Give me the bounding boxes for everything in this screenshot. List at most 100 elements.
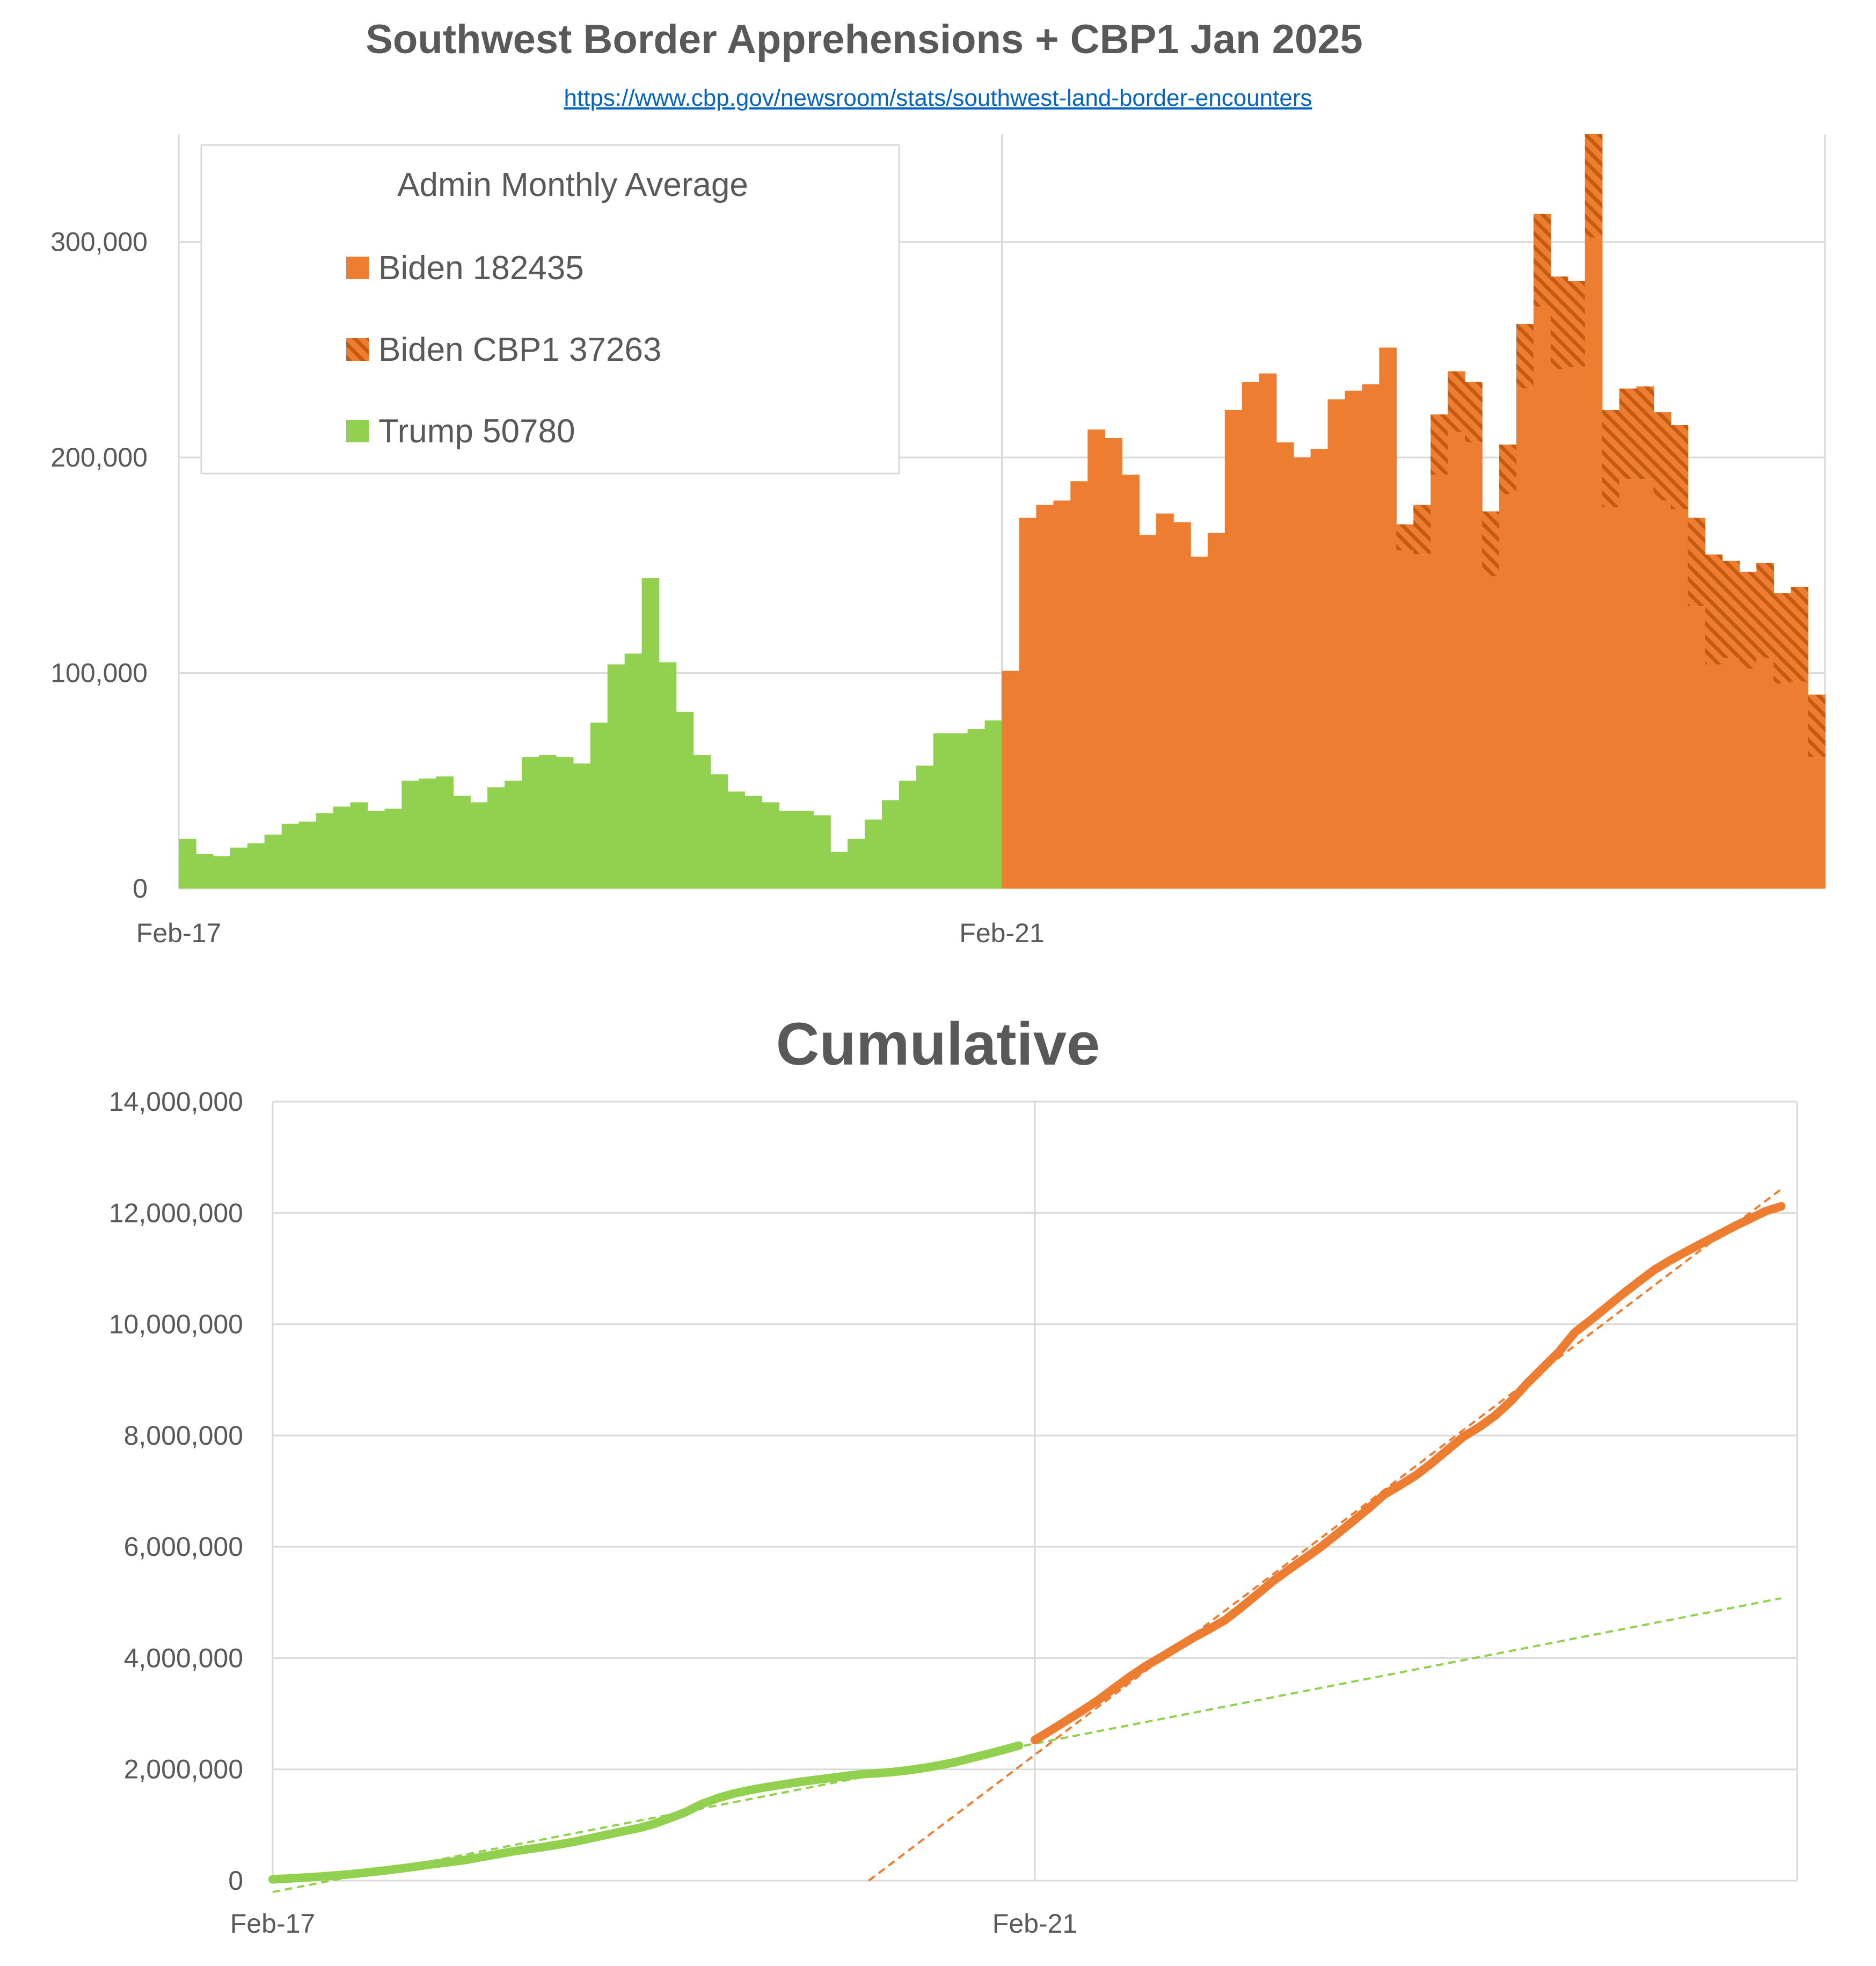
trump-bar (984, 720, 1003, 889)
trump-bar (813, 815, 831, 889)
trump-bar (693, 755, 711, 889)
x-tick-label: Feb-21 (959, 918, 1044, 948)
biden-bar (1499, 494, 1517, 889)
legend-entry: Trump 50780 (378, 413, 575, 450)
biden-cbp1-bar (1653, 412, 1671, 501)
biden-cbp1-bar (1636, 386, 1654, 479)
biden-bar (1224, 410, 1243, 889)
biden-bar (1053, 500, 1071, 889)
trump-cumulative-line (268, 1741, 1024, 1884)
biden-bar (1019, 518, 1037, 889)
source-link[interactable]: https://www.cbp.gov/newsroom/stats/south… (564, 85, 1312, 111)
biden-bar (1791, 681, 1808, 889)
trump-bar (298, 821, 317, 889)
y-tick-label: 8,000,000 (124, 1421, 243, 1451)
trump-bar (950, 733, 968, 889)
trump-bar (607, 664, 625, 889)
biden-bar (1430, 475, 1448, 889)
y-tick-label: 10,000,000 (109, 1309, 243, 1339)
biden-bar (1550, 369, 1568, 889)
biden-cbp1-bar (1413, 505, 1431, 555)
biden-bar (1362, 384, 1380, 889)
trump-bar (847, 839, 865, 889)
legend-swatch-biden (346, 257, 369, 279)
trump-bar (624, 653, 643, 889)
trump-bar (710, 774, 728, 889)
trump-bar (195, 854, 214, 889)
trump-bar (796, 811, 814, 889)
trump-bar (676, 711, 694, 889)
biden-bar (1327, 399, 1346, 889)
biden-bar (1036, 505, 1054, 889)
biden-bar (1122, 475, 1140, 889)
trump-bar (333, 806, 351, 889)
trump-bar (367, 811, 385, 889)
biden-bar (1105, 438, 1122, 889)
biden-cbp1-bar (1739, 571, 1757, 669)
trump-bar (230, 847, 248, 889)
biden-bar (1688, 606, 1706, 889)
y-tick-label: 0 (228, 1866, 243, 1896)
legend-box (200, 144, 900, 475)
biden-cbp1-bar (1602, 410, 1620, 507)
biden-cbp1-bar (1585, 134, 1603, 238)
biden-cbp1-bar (1499, 445, 1517, 494)
y-tick-label: 200,000 (50, 442, 148, 472)
y-tick-label: 100,000 (50, 658, 148, 688)
trump-bar (521, 757, 539, 889)
y-tick-label: 14,000,000 (109, 1087, 243, 1117)
biden-bar (1722, 658, 1740, 889)
trump-bar (590, 722, 608, 889)
biden-bar (1242, 382, 1260, 889)
trump-trendline (272, 1597, 1782, 1894)
trump-bar (264, 834, 282, 889)
trump-bar (213, 856, 231, 889)
biden-bar (1602, 507, 1620, 889)
biden-bar (1379, 347, 1397, 889)
legend-swatch-biden-cbp1 (346, 338, 369, 361)
trump-bar (179, 839, 196, 889)
trump-bar (487, 787, 505, 889)
biden-bar (1310, 449, 1328, 889)
trump-bar (967, 729, 986, 889)
biden-cbp1-bar (1533, 214, 1551, 307)
y-tick-label: 2,000,000 (124, 1754, 243, 1785)
trump-bar (281, 824, 300, 889)
biden-bar (1070, 481, 1089, 889)
legend-entry: Biden CBP1 37263 (378, 331, 661, 368)
trump-bar (881, 800, 900, 889)
biden-cbp1-bar (1396, 524, 1414, 550)
biden-bar (1087, 429, 1105, 889)
biden-cbp1-bar (1808, 694, 1826, 758)
trump-bar (659, 662, 677, 889)
biden-bar (1756, 658, 1774, 889)
biden-bar (1619, 479, 1637, 889)
trump-bar (830, 851, 848, 889)
biden-bar (1173, 522, 1191, 889)
biden-bar (1345, 390, 1363, 889)
trump-bar (419, 778, 437, 889)
trump-bar (505, 781, 522, 889)
trump-bar (779, 811, 797, 889)
x-tick-label: Feb-17 (136, 918, 221, 948)
biden-bar (1190, 556, 1208, 889)
biden-bar (1516, 388, 1534, 889)
biden-bar (1448, 431, 1465, 889)
trump-bar (556, 757, 574, 889)
biden-cbp1-bar (1465, 382, 1483, 443)
biden-bar (1002, 671, 1020, 889)
y-tick-label: 12,000,000 (109, 1198, 243, 1228)
biden-bar (1585, 237, 1603, 889)
biden-cbp1-bar (1722, 560, 1740, 658)
trump-bar (316, 813, 334, 889)
trump-bar (436, 776, 454, 889)
biden-cbp1-bar (1791, 587, 1808, 682)
biden-bar (1465, 442, 1483, 889)
trump-bar (384, 809, 403, 889)
biden-bar (1670, 509, 1689, 889)
biden-bar (1739, 668, 1757, 889)
trump-bar (641, 578, 660, 889)
biden-bar (1773, 683, 1791, 889)
biden-cbp1-bar (1670, 425, 1689, 509)
legend-title: Admin Monthly Average (397, 166, 748, 203)
